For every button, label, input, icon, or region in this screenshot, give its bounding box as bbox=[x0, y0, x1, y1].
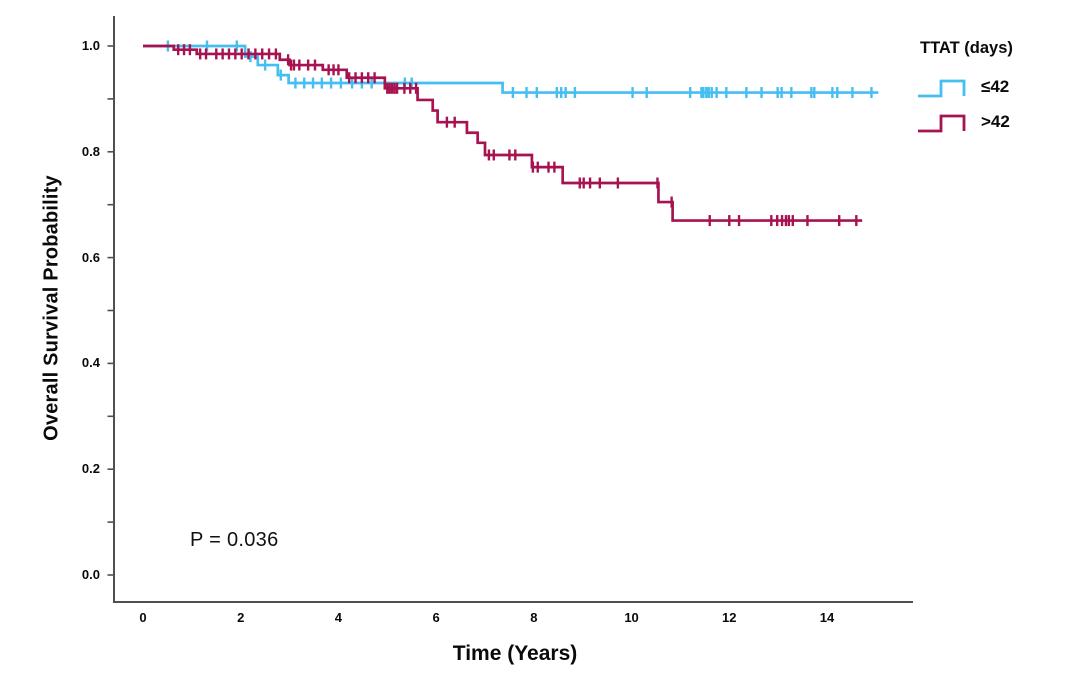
x-axis-label: Time (Years) bbox=[452, 642, 578, 665]
y-tick-label: 0.2 bbox=[81, 461, 100, 477]
x-tick-label: 14 bbox=[819, 610, 835, 625]
x-tick-label: 12 bbox=[722, 610, 737, 625]
x-tick-label: 6 bbox=[432, 610, 440, 625]
legend-label-gt42: >42 bbox=[981, 112, 1010, 131]
x-tick-label: 8 bbox=[530, 610, 538, 625]
survival-curve-gt42 bbox=[143, 44, 863, 222]
p-value-annotation: P = 0.036 bbox=[190, 529, 279, 551]
y-tick-label: 0.8 bbox=[81, 143, 100, 159]
x-tick-label: 10 bbox=[624, 610, 639, 625]
y-axis-label: Overall Survival Probability bbox=[40, 175, 63, 441]
x-tick-label: 2 bbox=[237, 610, 245, 625]
legend-label-le42: ≤42 bbox=[981, 77, 1010, 96]
legend-key-le42 bbox=[918, 79, 966, 98]
y-tick-label: 1.0 bbox=[81, 38, 100, 53]
y-tick-label: 0.4 bbox=[81, 355, 100, 371]
y-tick-label: 0.6 bbox=[81, 249, 100, 265]
x-tick-label: 4 bbox=[334, 610, 343, 625]
legend-title: TTAT (days) bbox=[920, 39, 1013, 57]
x-tick-label: 0 bbox=[139, 610, 147, 625]
legend-key-gt42 bbox=[918, 114, 966, 133]
y-tick-label: 0.0 bbox=[81, 567, 100, 582]
